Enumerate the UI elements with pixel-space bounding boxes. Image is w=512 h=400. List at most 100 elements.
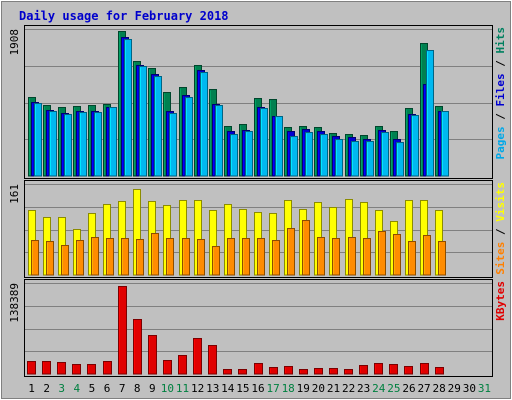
bar-fill [94,112,102,177]
bar-pages-day-3 [64,114,72,177]
bar-sites-day-21 [332,238,340,276]
bar-fill [87,364,96,375]
x-tick-label: 4 [74,382,81,395]
legend-kbytes: KBytes [494,281,507,321]
bar-fill [49,111,57,177]
x-tick-label: 23 [357,382,370,395]
x-tick-label: 7 [119,382,126,395]
bar-fill [109,107,117,177]
bar-kbytes-day-11 [178,355,187,375]
bar-kbytes-day-14 [223,369,232,375]
bar-kbytes-day-24 [374,363,383,375]
legend-item: / [494,54,507,74]
bar-sites-day-15 [242,238,250,276]
bar-pages-day-6 [109,107,117,177]
chart-title: Daily usage for February 2018 [19,9,229,23]
y-max-label: 138389 [8,283,21,323]
bar-sites-day-3 [61,245,69,276]
bar-fill [151,233,159,276]
bar-fill [215,105,223,177]
bar-sites-day-11 [182,238,190,276]
bar-fill [275,116,283,177]
bar-fill [230,134,238,177]
panel-pages_files_hits: 1908 Pages / Files / Hits [8,25,507,179]
bar-sites-day-16 [257,238,265,276]
bar-pages-day-16 [260,108,268,177]
bar-pages-day-8 [139,66,147,177]
bar-pages-day-17 [275,116,283,177]
bar-kbytes-day-26 [404,366,413,375]
bar-sites-day-5 [91,237,99,276]
bar-fill [287,228,295,276]
bar-pages-day-21 [335,139,343,177]
bar-fill [223,369,232,375]
bar-fill [404,366,413,375]
bar-fill [106,238,114,276]
bar-kbytes-day-6 [103,361,112,375]
bar-fill [79,112,87,177]
bar-pages-day-20 [320,134,328,177]
x-tick-label: 9 [149,382,156,395]
x-tick-label: 5 [89,382,96,395]
bar-fill [257,238,265,276]
bar-fill [27,361,36,375]
x-tick-label: 31 [478,382,491,395]
bar-fill [290,136,298,177]
bar-kbytes-day-25 [389,364,398,375]
x-tick-label: 17 [266,382,279,395]
x-tick-label: 26 [402,382,415,395]
x-tick-label: 3 [58,382,65,395]
x-tick-label: 21 [327,382,340,395]
legend-item: / [494,107,507,127]
bar-fill [163,360,172,375]
bar-kbytes-day-20 [314,368,323,375]
x-axis: 1 2 3 4 5 6 7 8 9 10 11 12 13 14 15 16 17 18 19 20 21 22 23 24 2… [28,382,491,395]
chart-panels: 1908 Pages / Files / Hits 161 Sites / Visit… [8,25,507,377]
bar-sites-day-22 [348,237,356,276]
bar-pages-day-15 [245,131,253,177]
x-tick-label: 10 [161,382,174,395]
x-tick-label: 28 [433,382,446,395]
bar-sites-day-17 [272,240,280,276]
bar-sites-day-26 [408,241,416,276]
bar-sites-day-7 [121,238,129,276]
bar-fill [389,364,398,375]
bar-fill [332,238,340,276]
bar-fill [238,369,247,375]
bar-fill [61,245,69,276]
bar-fill [91,237,99,276]
bar-kbytes-day-2 [42,361,51,375]
bar-fill [208,345,217,375]
bar-sites-day-23 [363,238,371,276]
bar-fill [118,286,127,375]
bar-pages-day-1 [34,103,42,177]
bar-sites-day-9 [151,233,159,276]
bar-fill [185,97,193,177]
bar-sites-day-2 [46,241,54,276]
bar-fill [423,235,431,276]
x-tick-label: 12 [191,382,204,395]
bar-fill [272,240,280,276]
bar-fill [305,132,313,177]
bar-fill [103,361,112,375]
x-tick-label: 24 [372,382,386,395]
bar-fill [284,366,293,375]
bar-pages-day-10 [169,113,177,177]
bar-fill [351,141,359,177]
x-tick-label: 11 [176,382,189,395]
bar-fill [302,220,310,276]
legend-item: Hits [494,27,507,54]
bar-kbytes-day-5 [87,364,96,375]
legend-item: Pages [494,126,507,159]
bar-fill [182,238,190,276]
legend-visits_sites: Sites / Visits [494,182,507,275]
bar-sites-day-20 [317,237,325,276]
bar-fill [420,363,429,375]
bar-pages-day-5 [94,112,102,177]
bar-pages-day-2 [49,111,57,177]
bar-fill [344,369,353,375]
bar-sites-day-28 [438,241,446,276]
bar-pages-day-14 [230,134,238,177]
x-tick-label: 29 [448,382,461,395]
